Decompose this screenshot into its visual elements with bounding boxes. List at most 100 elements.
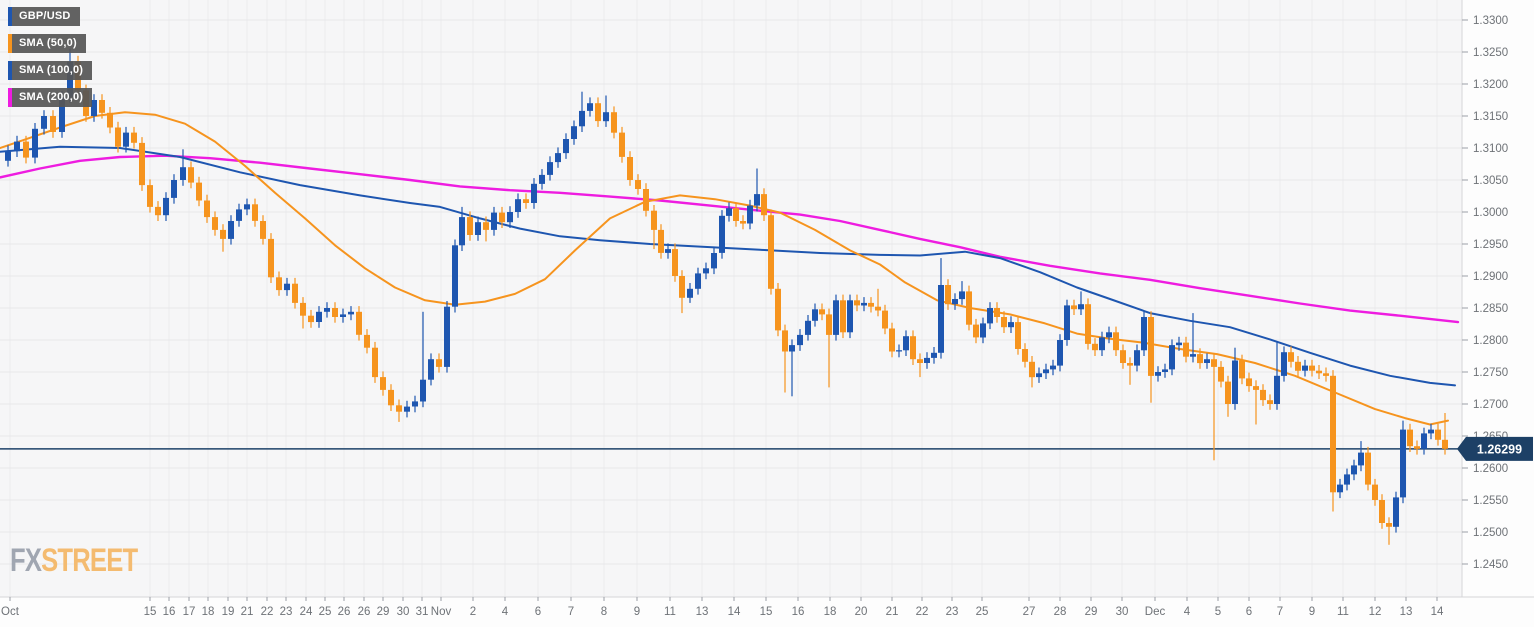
candle[interactable] <box>41 110 47 135</box>
candle[interactable] <box>987 302 993 330</box>
candle[interactable] <box>475 216 481 241</box>
candle[interactable] <box>611 106 617 139</box>
candle[interactable] <box>571 120 577 145</box>
candle[interactable] <box>364 329 370 354</box>
candle[interactable] <box>861 297 867 312</box>
candle[interactable] <box>32 123 38 164</box>
candle[interactable] <box>1015 316 1021 355</box>
candle[interactable] <box>23 135 29 164</box>
candle[interactable] <box>523 193 529 209</box>
candle[interactable] <box>1148 311 1154 403</box>
candle[interactable] <box>1099 331 1105 356</box>
candle[interactable] <box>396 399 402 422</box>
candle[interactable] <box>966 285 972 331</box>
candle[interactable] <box>163 192 169 221</box>
candle[interactable] <box>1190 313 1196 363</box>
candle[interactable] <box>1295 356 1301 377</box>
candle[interactable] <box>1127 357 1133 385</box>
candle[interactable] <box>627 151 633 186</box>
candle[interactable] <box>1134 344 1140 372</box>
candle[interactable] <box>515 193 521 218</box>
candle[interactable] <box>1022 343 1028 368</box>
candle[interactable] <box>436 353 442 373</box>
candle[interactable] <box>1267 394 1273 410</box>
candle[interactable] <box>1169 339 1175 376</box>
candle[interactable] <box>139 137 145 191</box>
legend-item-pair[interactable]: GBP/USD <box>8 7 92 26</box>
candle[interactable] <box>980 317 986 344</box>
candle[interactable] <box>1029 356 1035 388</box>
candle[interactable] <box>131 126 137 149</box>
candle[interactable] <box>819 303 825 321</box>
candle[interactable] <box>228 215 234 245</box>
candle[interactable] <box>276 271 282 296</box>
candle[interactable] <box>1337 478 1343 499</box>
candle[interactable] <box>220 224 226 252</box>
candle[interactable] <box>204 194 210 223</box>
candle[interactable] <box>1225 375 1231 417</box>
candle[interactable] <box>332 302 338 323</box>
candle[interactable] <box>147 179 153 213</box>
candle[interactable] <box>1197 348 1203 369</box>
candle[interactable] <box>452 239 458 313</box>
candle[interactable] <box>196 176 202 207</box>
candle[interactable] <box>1302 359 1308 377</box>
candle[interactable] <box>547 156 553 181</box>
candle[interactable] <box>643 183 649 217</box>
candle[interactable] <box>1316 365 1322 379</box>
candle[interactable] <box>50 110 56 138</box>
candle[interactable] <box>826 308 832 388</box>
candle[interactable] <box>994 302 1000 323</box>
candle[interactable] <box>404 400 410 418</box>
candle[interactable] <box>945 279 951 310</box>
candle[interactable] <box>733 202 739 227</box>
candle[interactable] <box>244 198 250 216</box>
candle[interactable] <box>180 149 186 186</box>
candle[interactable] <box>1211 353 1217 461</box>
candle[interactable] <box>292 277 298 309</box>
candle[interactable] <box>1344 468 1350 491</box>
candle[interactable] <box>587 97 593 117</box>
candle[interactable] <box>444 301 450 373</box>
candle[interactable] <box>531 178 537 209</box>
candle[interactable] <box>703 262 709 280</box>
candle[interactable] <box>761 188 767 221</box>
candle[interactable] <box>563 133 569 159</box>
candle[interactable] <box>1421 427 1427 455</box>
candle[interactable] <box>1386 517 1392 545</box>
candle[interactable] <box>882 304 888 335</box>
candle[interactable] <box>889 322 895 358</box>
candle[interactable] <box>268 233 274 283</box>
candle[interactable] <box>1400 420 1406 504</box>
candle[interactable] <box>952 293 958 310</box>
candle[interactable] <box>388 384 394 411</box>
candle[interactable] <box>1120 344 1126 369</box>
candle[interactable] <box>868 297 874 313</box>
candle[interactable] <box>1393 491 1399 533</box>
candle[interactable] <box>539 169 545 190</box>
candle[interactable] <box>619 126 625 163</box>
candle[interactable] <box>665 243 671 259</box>
candle[interactable] <box>833 294 839 341</box>
candle[interactable] <box>1246 372 1252 392</box>
candle[interactable] <box>768 209 774 295</box>
candle[interactable] <box>467 211 473 241</box>
candle[interactable] <box>260 215 266 245</box>
candle[interactable] <box>171 174 177 204</box>
candle[interactable] <box>555 147 561 168</box>
candle[interactable] <box>1078 291 1084 315</box>
candle[interactable] <box>1085 298 1091 350</box>
candle[interactable] <box>1036 367 1042 383</box>
candle[interactable] <box>903 330 909 356</box>
candle[interactable] <box>483 216 489 242</box>
candle[interactable] <box>719 210 725 259</box>
candle[interactable] <box>300 297 306 329</box>
legend-item-sma200[interactable]: SMA (200,0) <box>8 88 93 107</box>
candle[interactable] <box>1365 446 1371 491</box>
candle[interactable] <box>428 353 434 386</box>
candle[interactable] <box>188 161 194 189</box>
candle[interactable] <box>938 258 944 359</box>
candle[interactable] <box>308 309 314 328</box>
candle[interactable] <box>579 91 585 132</box>
